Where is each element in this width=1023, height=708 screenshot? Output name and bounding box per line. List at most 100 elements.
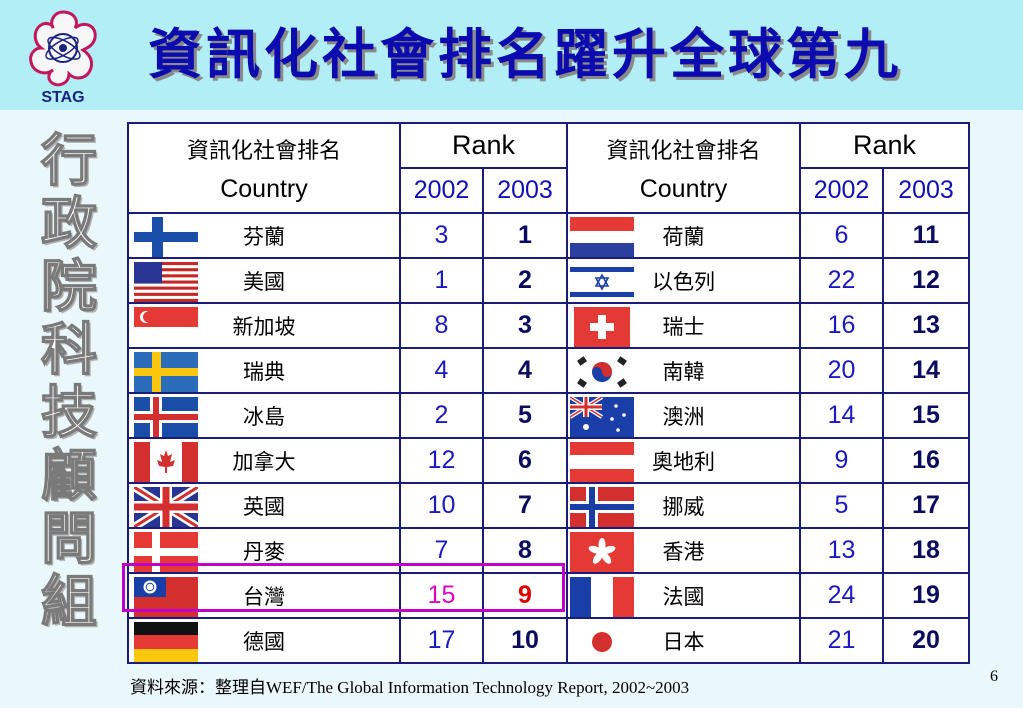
table-row: 英國 10 7 挪威 5 17 [127, 482, 970, 529]
rank-2002: 6 [799, 212, 884, 259]
side-char: 院 [40, 254, 98, 320]
rank-2003: 1 [482, 212, 568, 259]
country-name: 日本 [662, 629, 705, 654]
netherlands-flag-icon [570, 217, 634, 257]
rank-2003: 16 [882, 437, 970, 484]
rank-2002: 16 [799, 302, 884, 349]
side-char: 顧 [40, 443, 98, 509]
country-cell: 荷蘭 [566, 212, 801, 259]
country-cell: 台灣 [127, 572, 401, 619]
side-char: 科 [40, 317, 98, 383]
header-country-en: Country [639, 174, 728, 203]
rank-2002: 8 [399, 302, 484, 349]
country-name: 荷蘭 [662, 224, 705, 249]
side-char: 政 [40, 191, 98, 257]
country-cell: 丹麥 [127, 527, 401, 574]
rank-2003: 3 [482, 302, 568, 349]
country-cell: 瑞士 [566, 302, 801, 349]
ranking-table: 資訊化社會排名 Country Rank 資訊化社會排名 Country Ran… [127, 122, 970, 664]
country-name: 加拿大 [232, 449, 296, 474]
side-char: 技 [40, 380, 98, 446]
israel-flag-icon [570, 262, 634, 302]
table-row: 德國 17 10 日本 21 20 [127, 617, 970, 664]
rank-2003: 6 [482, 437, 568, 484]
country-name: 台灣 [243, 584, 285, 609]
rank-2002: 15 [399, 572, 484, 619]
hongkong-flag-icon [570, 532, 634, 572]
header-country-left: 資訊化社會排名 Country [127, 122, 401, 214]
germany-flag-icon [134, 622, 198, 662]
rank-2002: 7 [399, 527, 484, 574]
rank-2003: 20 [882, 617, 970, 664]
rank-2003: 17 [882, 482, 970, 529]
side-char: 組 [40, 569, 98, 635]
rank-2003: 15 [882, 392, 970, 439]
country-cell: 奧地利 [566, 437, 801, 484]
country-cell: 新加坡 [127, 302, 401, 349]
rank-2003: 5 [482, 392, 568, 439]
country-name: 澳洲 [662, 404, 705, 429]
header-rank: Rank [399, 122, 568, 169]
country-name: 丹麥 [243, 539, 285, 564]
rank-2002: 14 [799, 392, 884, 439]
country-cell: 美國 [127, 257, 401, 304]
rank-2003: 10 [482, 617, 568, 664]
rank-2002: 24 [799, 572, 884, 619]
rank-2003: 13 [882, 302, 970, 349]
country-name: 新加坡 [232, 314, 296, 339]
rank-2002: 12 [399, 437, 484, 484]
table-row: 新加坡 8 3 瑞士 16 13 [127, 302, 970, 349]
austria-flag-icon [570, 442, 634, 482]
country-cell: 日本 [566, 617, 801, 664]
uk-flag-icon [134, 487, 198, 527]
table-row: 台灣 15 9 法國 24 19 [127, 572, 970, 619]
country-cell: 英國 [127, 482, 401, 529]
side-label: 行 政 院 科 技 顧 問 組 [34, 128, 104, 635]
rank-2002: 10 [399, 482, 484, 529]
source-note: 資料來源：整理自WEF/The Global Information Techn… [130, 678, 690, 697]
rank-2002: 3 [399, 212, 484, 259]
stag-logo-icon: STAG [29, 10, 97, 106]
rank-2003: 19 [882, 572, 970, 619]
header-rank: Rank [799, 122, 970, 169]
rank-2002: 20 [799, 347, 884, 394]
country-cell: 以色列 [566, 257, 801, 304]
norway-flag-icon [570, 487, 634, 527]
logo-text: STAG [41, 89, 84, 106]
australia-flag-icon [570, 397, 634, 437]
country-cell: 挪威 [566, 482, 801, 529]
rank-2003: 9 [482, 572, 568, 619]
rank-2003: 14 [882, 347, 970, 394]
country-name: 冰島 [243, 404, 285, 429]
rank-2002: 21 [799, 617, 884, 664]
country-cell: 冰島 [127, 392, 401, 439]
side-char: 行 [40, 128, 98, 194]
country-name: 法國 [662, 584, 705, 609]
country-name: 挪威 [662, 494, 705, 519]
country-cell: 芬蘭 [127, 212, 401, 259]
rank-2003: 12 [882, 257, 970, 304]
rank-2003: 4 [482, 347, 568, 394]
rank-2002: 4 [399, 347, 484, 394]
country-cell: 加拿大 [127, 437, 401, 484]
page-number: 6 [990, 668, 998, 685]
slide-title: 資訊化社會排名躍升全球第九 [148, 22, 902, 86]
country-cell: 瑞典 [127, 347, 401, 394]
country-name: 奧地利 [652, 449, 715, 474]
table-row: 美國 1 2 以色列 22 12 [127, 257, 970, 304]
header-country-zh: 資訊化社會排名 [606, 138, 761, 164]
header-band [0, 0, 1023, 110]
rank-2003: 11 [882, 212, 970, 259]
rank-2002: 22 [799, 257, 884, 304]
country-name: 香港 [662, 539, 705, 564]
header-year-2003: 2003 [482, 167, 568, 214]
country-cell: 香港 [566, 527, 801, 574]
country-name: 美國 [243, 269, 285, 294]
taiwan-flag-icon [134, 577, 198, 617]
usa-flag-icon [134, 262, 198, 302]
header-country-en: Country [220, 174, 308, 203]
canada-flag-icon [134, 442, 198, 482]
rank-2003: 8 [482, 527, 568, 574]
iceland-flag-icon [134, 397, 198, 437]
